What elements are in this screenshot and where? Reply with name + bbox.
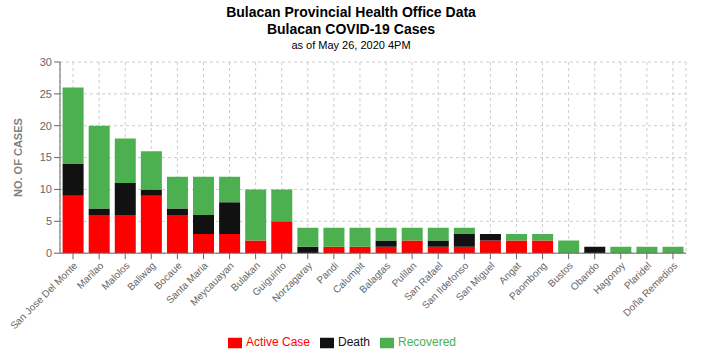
svg-text:25: 25 [40, 88, 52, 100]
svg-text:30: 30 [40, 56, 52, 68]
svg-text:5: 5 [46, 215, 52, 227]
svg-text:20: 20 [40, 120, 52, 132]
svg-text:NO. OF CASES: NO. OF CASES [12, 118, 24, 197]
html-text:Bulacan Provincial Health Offi: Bulacan Provincial Health Office Data [226, 4, 476, 20]
svg-text:Paombong: Paombong [507, 260, 549, 302]
svg-text:San Ildefonso: San Ildefonso [419, 259, 471, 311]
svg-text:15: 15 [40, 151, 52, 163]
svg-text:Plaridel: Plaridel [621, 259, 654, 292]
svg-text:Bocaue: Bocaue [152, 259, 184, 292]
svg-text:Doña Remedios: Doña Remedios [621, 260, 679, 318]
svg-text:Pandi: Pandi [314, 259, 341, 286]
svg-text:Pulilan: Pulilan [389, 259, 419, 289]
svg-text:Angat: Angat [496, 259, 523, 287]
svg-text:Norzagaray: Norzagaray [270, 260, 314, 304]
svg-text:San Miguel: San Miguel [454, 260, 497, 303]
svg-text:Baliwag: Baliwag [125, 260, 158, 293]
svg-text:Obando: Obando [568, 259, 602, 293]
svg-text:Malolos: Malolos [99, 259, 132, 292]
html-text:as of May 26, 2020 4PM: as of May 26, 2020 4PM [291, 39, 411, 51]
svg-text:Bustos: Bustos [545, 259, 576, 290]
svg-text:Hagonoy: Hagonoy [591, 260, 627, 296]
svg-text:Marilao: Marilao [74, 259, 106, 291]
html-text:Active Case: Active Case [246, 335, 310, 350]
html-text:Death: Death [338, 335, 370, 350]
svg-text:Calumpit: Calumpit [330, 259, 367, 296]
svg-text:Guiguinto: Guiguinto [250, 259, 289, 298]
html-text:Recovered: Recovered [398, 335, 456, 350]
html-text:Bulacan COVID-19 Cases: Bulacan COVID-19 Cases [267, 21, 435, 37]
svg-text:10: 10 [40, 183, 52, 195]
svg-text:Meycauayan: Meycauayan [188, 260, 236, 308]
svg-text:Santa Maria: Santa Maria [164, 259, 210, 306]
svg-text:Balagtas: Balagtas [357, 260, 392, 295]
svg-text:San Rafael: San Rafael [401, 259, 445, 303]
svg-text:San Jose Del Monte: San Jose Del Monte [8, 260, 80, 332]
svg-text:Bulakan: Bulakan [228, 259, 263, 294]
svg-text:0: 0 [46, 247, 52, 259]
